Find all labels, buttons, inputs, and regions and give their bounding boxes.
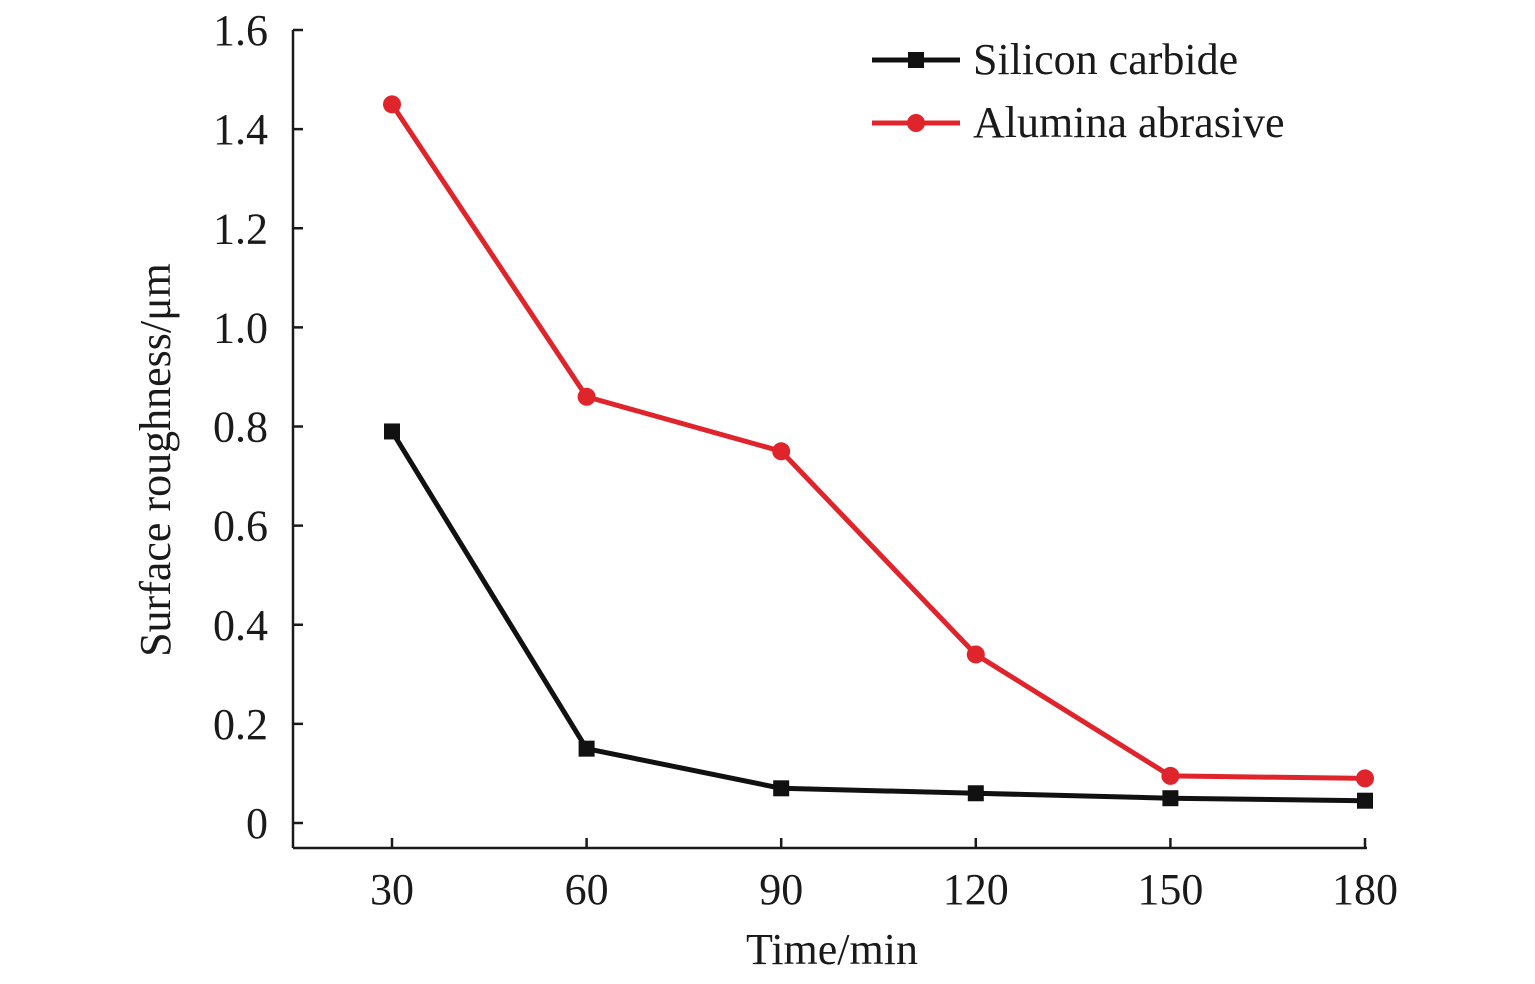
x-tick-label: 30: [370, 865, 414, 914]
x-tick-label: 150: [1137, 865, 1203, 914]
data-point-silicon-carbide: [773, 780, 790, 797]
y-tick-label: 1.0: [213, 303, 268, 352]
y-tick-label: 0.6: [213, 502, 268, 551]
legend-marker-alumina-abrasive: [907, 114, 925, 132]
x-ticks: 30 60 90 120 150 180: [370, 838, 1398, 914]
data-point-silicon-carbide: [967, 785, 984, 802]
legend-label-alumina-abrasive: Alumina abrasive: [973, 98, 1285, 147]
data-point-silicon-carbide: [384, 423, 400, 440]
legend-label-silicon-carbide: Silicon carbide: [973, 35, 1238, 84]
y-tick-label: 0.4: [213, 601, 268, 650]
x-tick-label: 120: [943, 865, 1009, 914]
x-tick-label: 180: [1332, 865, 1398, 914]
series-layer: [383, 95, 1374, 809]
y-tick-label: 0.2: [213, 700, 268, 749]
data-point-silicon-carbide: [1357, 792, 1373, 809]
x-tick-label: 90: [759, 865, 803, 914]
legend: Silicon carbide Alumina abrasive: [872, 35, 1285, 147]
x-axis-title: Time/min: [746, 925, 918, 974]
data-point-alumina-abrasive: [1161, 766, 1180, 785]
data-point-alumina-abrasive: [772, 442, 791, 461]
data-point-silicon-carbide: [1162, 790, 1179, 807]
y-tick-label: 1.2: [213, 204, 268, 253]
data-point-alumina-abrasive: [383, 95, 401, 114]
data-point-silicon-carbide: [578, 740, 595, 757]
y-tick-label: 1.6: [213, 6, 268, 55]
y-tick-label: 0.8: [213, 403, 268, 452]
y-ticks: 0 0.2 0.4 0.6 0.8 1.0 1.2 1.4 1.6: [213, 6, 303, 848]
data-point-alumina-abrasive: [966, 645, 985, 664]
y-tick-label: 1.4: [213, 105, 268, 154]
x-tick-label: 60: [565, 865, 609, 914]
data-point-alumina-abrasive: [1356, 769, 1374, 788]
legend-marker-silicon-carbide: [908, 52, 924, 68]
axes: [291, 30, 1367, 850]
series-alumina-abrasive: [383, 95, 1374, 788]
series-silicon-carbide: [384, 423, 1373, 809]
y-tick-label: 0: [246, 799, 268, 848]
series-line-silicon-carbide: [389, 430, 1366, 804]
series-line-alumina-abrasive: [389, 102, 1366, 781]
y-axis-title: Surface roughness/μm: [131, 263, 180, 657]
data-point-alumina-abrasive: [577, 387, 596, 406]
